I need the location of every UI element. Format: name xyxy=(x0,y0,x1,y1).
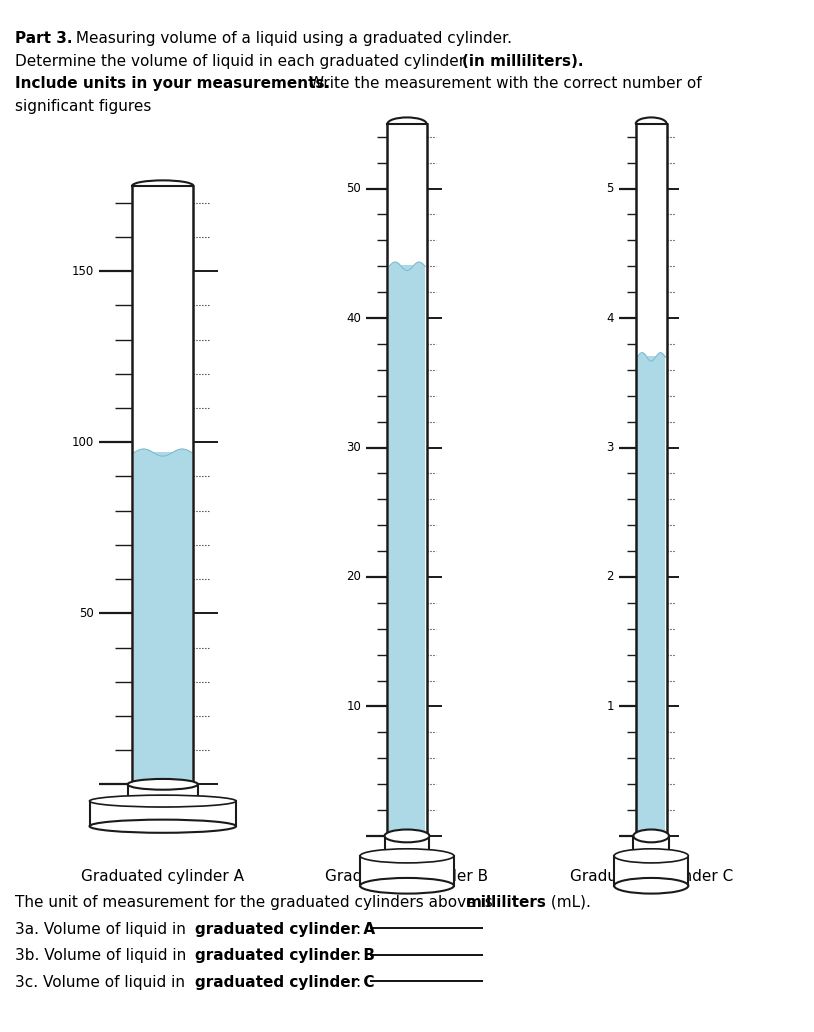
Text: (in milliliters).: (in milliliters). xyxy=(462,54,583,69)
Text: :: : xyxy=(356,922,361,937)
Text: The unit of measurement for the graduated cylinders above is: The unit of measurement for the graduate… xyxy=(15,895,497,910)
Text: 4: 4 xyxy=(606,312,614,324)
Text: 3c. Volume of liquid in: 3c. Volume of liquid in xyxy=(15,975,190,991)
Text: 30: 30 xyxy=(346,441,361,454)
Text: 3b. Volume of liquid in: 3b. Volume of liquid in xyxy=(15,948,190,964)
Text: 40: 40 xyxy=(346,312,361,324)
Ellipse shape xyxy=(384,830,430,842)
Bar xyxy=(614,856,689,885)
Text: (mL).: (mL). xyxy=(546,895,591,910)
Text: 3a. Volume of liquid in: 3a. Volume of liquid in xyxy=(15,922,190,937)
Text: 50: 50 xyxy=(79,607,94,620)
Text: 3: 3 xyxy=(606,441,614,454)
Text: Graduated cylinder C: Graduated cylinder C xyxy=(570,869,733,884)
Text: Write the measurement with the correct number of: Write the measurement with the correct n… xyxy=(304,76,701,92)
Bar xyxy=(384,836,430,856)
Bar xyxy=(128,784,198,801)
Ellipse shape xyxy=(384,849,430,863)
Text: :: : xyxy=(356,975,361,991)
Text: Determine the volume of liquid in each graduated cylinder: Determine the volume of liquid in each g… xyxy=(15,54,470,69)
Text: 50: 50 xyxy=(346,182,361,195)
Text: 5: 5 xyxy=(606,182,614,195)
Ellipse shape xyxy=(633,830,669,842)
Ellipse shape xyxy=(360,848,454,863)
Text: 100: 100 xyxy=(72,436,94,449)
Text: graduated cylinder A: graduated cylinder A xyxy=(195,922,375,937)
Text: Part 3.: Part 3. xyxy=(15,31,72,46)
Ellipse shape xyxy=(90,795,236,807)
Text: Graduated cylinder B: Graduated cylinder B xyxy=(326,869,488,884)
Bar xyxy=(633,836,669,856)
Ellipse shape xyxy=(90,819,236,833)
Bar xyxy=(389,265,425,835)
Bar xyxy=(360,856,454,885)
Ellipse shape xyxy=(633,849,669,863)
Ellipse shape xyxy=(614,848,689,863)
Text: Measuring volume of a liquid using a graduated cylinder.: Measuring volume of a liquid using a gra… xyxy=(71,31,512,46)
Text: graduated cylinder B: graduated cylinder B xyxy=(195,948,375,964)
Text: 20: 20 xyxy=(346,571,361,583)
Text: milliliters: milliliters xyxy=(466,895,546,910)
Bar xyxy=(133,452,192,783)
Text: Graduated cylinder A: Graduated cylinder A xyxy=(81,869,244,884)
Text: 2: 2 xyxy=(606,571,614,583)
Text: 1: 1 xyxy=(606,700,614,713)
Ellipse shape xyxy=(614,878,689,894)
Text: :: : xyxy=(356,948,361,964)
Text: significant figures: significant figures xyxy=(15,99,151,115)
Bar xyxy=(637,356,665,835)
Ellipse shape xyxy=(128,796,198,806)
Ellipse shape xyxy=(360,878,454,894)
Text: Include units in your measurements.: Include units in your measurements. xyxy=(15,76,330,92)
Text: graduated cylinder C: graduated cylinder C xyxy=(195,975,375,991)
Ellipse shape xyxy=(128,779,198,789)
Text: 150: 150 xyxy=(72,265,94,278)
Bar xyxy=(90,801,236,827)
Text: 10: 10 xyxy=(346,700,361,713)
